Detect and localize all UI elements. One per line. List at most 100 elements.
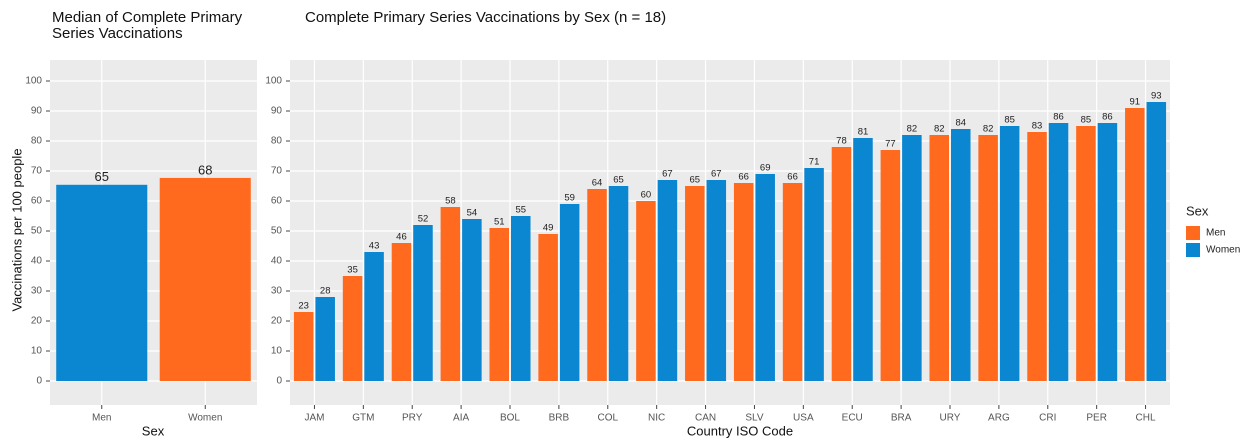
x-tick-label: PRY [402, 413, 423, 424]
bar [951, 129, 971, 381]
bar [902, 135, 922, 381]
y-tick-label: 100 [25, 76, 42, 87]
bar [608, 186, 629, 381]
bar [342, 276, 363, 381]
x-tick-label: GTM [352, 413, 374, 424]
value-label: 71 [809, 157, 820, 168]
bar [1125, 108, 1145, 381]
bar [364, 252, 384, 381]
value-label: 55 [515, 205, 526, 216]
value-label: 78 [836, 136, 847, 147]
x-tick-label: ECU [842, 413, 863, 424]
legend-label: Women [1206, 245, 1240, 256]
x-tick-label: USA [793, 413, 814, 424]
bar [929, 135, 949, 381]
bar [391, 243, 412, 381]
bar [559, 204, 580, 381]
legend-title: Sex [1186, 203, 1209, 218]
y-tick-label: 70 [31, 166, 43, 177]
value-label: 82 [907, 124, 918, 135]
x-tick-label: Men [92, 413, 111, 424]
x-tick-label: BOL [500, 413, 520, 424]
value-label: 51 [494, 217, 505, 228]
value-label: 64 [592, 178, 603, 189]
x-axis-title: Sex [142, 423, 165, 438]
y-tick-label: 90 [271, 106, 283, 117]
value-label: 69 [760, 163, 771, 174]
bar [462, 219, 482, 381]
value-label: 83 [1032, 121, 1043, 132]
bar [1076, 126, 1096, 381]
value-label: 66 [738, 172, 749, 183]
y-axis-title: Vaccinations per 100 people [9, 148, 24, 311]
bar [782, 183, 803, 381]
bar [1097, 123, 1118, 381]
value-label: 35 [347, 265, 358, 276]
y-tick-label: 10 [31, 346, 43, 357]
value-label: 65 [690, 175, 701, 186]
value-label: 85 [1004, 115, 1015, 126]
legend-label: Men [1206, 228, 1225, 239]
bar [685, 186, 705, 381]
y-tick-label: 0 [36, 376, 42, 387]
panel [290, 60, 1170, 405]
bar [1027, 132, 1047, 381]
x-tick-label: COL [597, 413, 618, 424]
bar [511, 216, 531, 381]
bar [56, 184, 148, 381]
value-label: 86 [1102, 112, 1113, 123]
y-tick-label: 0 [276, 376, 282, 387]
y-tick-label: 10 [271, 346, 283, 357]
x-tick-label: CAN [695, 413, 716, 424]
bar [538, 234, 558, 381]
y-tick-label: 90 [31, 106, 43, 117]
bar [657, 180, 678, 381]
left-title: Median of Complete Primary Series Vaccina… [52, 9, 243, 42]
y-tick-label: 60 [31, 196, 43, 207]
bar [978, 135, 998, 381]
y-tick-label: 20 [271, 316, 283, 327]
y-tick-label: 40 [31, 256, 43, 267]
x-tick-label: URY [940, 413, 961, 424]
value-label: 67 [662, 169, 673, 180]
value-label: 43 [369, 241, 380, 252]
bar [853, 138, 873, 381]
x-tick-label: CRI [1039, 413, 1056, 424]
legend-swatch [1186, 243, 1200, 257]
right-title: Complete Primary Series Vaccinations by … [305, 9, 666, 26]
y-tick-label: 70 [271, 166, 283, 177]
bar [706, 180, 727, 381]
x-tick-label: ARG [988, 413, 1010, 424]
x-tick-label: BRA [891, 413, 912, 424]
bar [315, 297, 335, 381]
bar [733, 183, 754, 381]
bar [440, 207, 461, 381]
value-label: 54 [467, 208, 478, 219]
value-label: 86 [1053, 112, 1064, 123]
x-tick-label: PER [1086, 413, 1107, 424]
value-label: 93 [1151, 91, 1162, 102]
bar [413, 225, 433, 381]
x-tick-label: JAM [304, 413, 324, 424]
y-tick-label: 50 [31, 226, 43, 237]
y-tick-label: 50 [271, 226, 283, 237]
value-label: 84 [955, 118, 966, 129]
y-tick-label: 60 [271, 196, 283, 207]
value-label: 85 [1081, 115, 1092, 126]
x-tick-label: SLV [745, 413, 763, 424]
bar [1048, 123, 1069, 381]
value-label: 68 [198, 162, 212, 177]
y-tick-label: 100 [265, 76, 282, 87]
bar [489, 228, 509, 381]
value-label: 65 [95, 169, 109, 184]
value-label: 67 [711, 169, 722, 180]
y-tick-label: 30 [271, 286, 283, 297]
bar [831, 147, 852, 381]
bar [1146, 102, 1167, 381]
bar [587, 189, 607, 381]
value-label: 46 [396, 232, 407, 243]
value-label: 77 [885, 139, 896, 150]
x-tick-label: BRB [549, 413, 570, 424]
bar [636, 201, 656, 381]
